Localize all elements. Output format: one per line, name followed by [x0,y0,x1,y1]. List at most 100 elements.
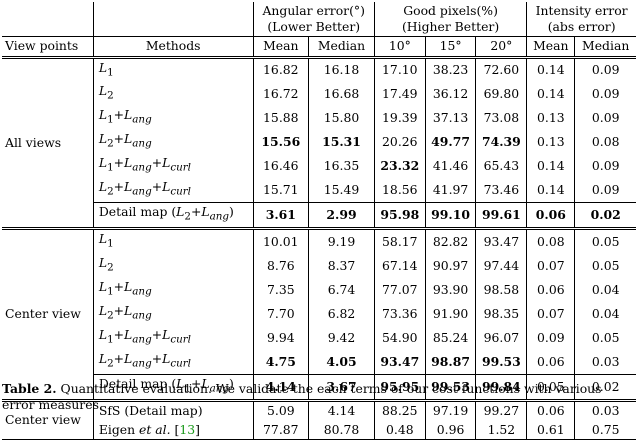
intensity-error-subtitle: (abs error) [547,18,616,34]
value-cell: 4.14 [252,374,309,401]
value-cell: 10.01 [252,227,309,255]
table-row: L1+Lang 7.35 6.74 77.07 93.90 98.58 0.06 0.04 [2,278,636,303]
value-cell: 73.46 [475,178,527,203]
value-cell: 15.88 [252,106,309,131]
value-cell: 17.10 [373,55,426,83]
value-cell: 0.05 [574,227,636,255]
caption-text: Quantitative evaluation. We validate the… [2,381,602,412]
table-row: L2 8.76 8.37 67.14 90.97 97.44 0.07 0.05 [2,254,636,279]
value-cell: 93.47 [373,350,426,375]
table-row: Center view L1 10.01 9.19 58.17 82.82 93.47 0.0… [2,227,636,401]
value-cell: 0.04 [574,278,636,303]
value-cell: 19.39 [373,106,426,131]
value-cell: 9.19 [308,227,375,255]
value-cell: 0.02 [574,202,636,229]
value-cell: 0.09 [574,106,636,131]
value-cell: 99.53 [424,374,476,401]
value-cell: 15.56 [252,130,309,155]
value-cell: 97.44 [475,254,527,279]
value-cell: 0.09 [526,326,575,351]
value-cell: 0.04 [574,302,636,327]
value-cell: 98.87 [424,350,476,375]
value-cell: 98.58 [475,278,527,303]
value-cell: 99.10 [424,202,476,229]
method-cell: Detail map (L1+Lang) [93,374,254,401]
value-cell: 0.07 [526,302,575,327]
value-cell: 20.26 [373,130,426,155]
table-row: Eigen et al. [13] 77.87 80.78 0.48 0.96 1.52 0… [2,420,636,440]
value-cell: 0.96 [424,420,476,440]
value-cell: 5.09 [252,399,309,421]
value-cell: 98.35 [475,302,527,327]
value-cell: 0.07 [526,254,575,279]
value-cell: 16.82 [252,55,309,83]
table-row: L2+Lang 15.56 15.31 20.26 49.77 74.39 0.13 0.08 [2,130,636,155]
value-cell: 54.90 [373,326,426,351]
angular-error-subtitle: (Lower Better) [267,18,361,34]
value-cell: 0.09 [574,82,636,107]
value-cell: 6.82 [308,302,375,327]
value-cell: 95.95 [373,374,426,401]
value-cell: 73.08 [475,106,527,131]
value-cell: 0.05 [526,374,575,401]
table-row: L1+Lang 15.88 15.80 19.39 37.13 73.08 0.13 0.09 [2,106,636,131]
value-cell: 99.27 [475,399,527,421]
value-cell: 69.80 [475,82,527,107]
value-cell: 85.24 [424,326,476,351]
value-cell: 0.06 [526,350,575,375]
intensity-error-title: Intensity error [535,3,628,18]
method-cell: L1+Lang+Lcurl [98,327,191,346]
value-cell: 77.87 [252,420,309,440]
value-cell: 15.80 [308,106,375,131]
method-cell: L1 [93,227,254,255]
value-cell: 0.08 [574,130,636,155]
header-row-2: View points Methods Mean Median 10° 15° … [2,36,636,57]
method-cell: L2+Lang [98,303,152,322]
value-cell: 49.77 [424,130,476,155]
value-cell: 0.06 [526,202,575,229]
value-cell: 4.05 [308,350,375,375]
value-cell: 65.43 [475,154,527,179]
good-pixels-subtitle: (Higher Better) [401,18,500,34]
deg15-header: 15° [424,36,476,57]
value-cell: 99.84 [475,374,527,401]
angular-error-header: Angular error(°) (Lower Better) [252,2,375,37]
method-cell: SfS (Detail map) [93,399,254,421]
header-row-1: Angular error(°) (Lower Better) Good pix… [2,2,636,37]
header-blank [2,2,94,37]
view-point-label: Center view [2,227,94,401]
value-cell: 67.14 [373,254,426,279]
value-cell: 0.08 [526,227,575,255]
method-cell: Eigen et al. [13] [98,421,200,437]
mean-header: Mean [252,36,309,57]
value-cell: 3.67 [308,374,375,401]
mean2-header: Mean [526,36,575,57]
view-points-header: View points [2,36,94,57]
value-cell: 0.05 [574,254,636,279]
table-body: All views L1 16.82 16.18 17.10 38.23 72.60 0.14… [2,55,636,440]
value-cell: 4.14 [308,399,375,421]
value-cell: 41.97 [424,178,476,203]
value-cell: 88.25 [373,399,426,421]
value-cell: 8.76 [252,254,309,279]
value-cell: 0.03 [574,399,636,421]
value-cell: 0.03 [574,350,636,375]
value-cell: 9.94 [252,326,309,351]
method-cell: L2+Lang [98,131,152,150]
value-cell: 91.90 [424,302,476,327]
value-cell: 15.49 [308,178,375,203]
table-row: L2+Lang+Lcurl 15.71 15.49 18.56 41.97 73.46 0.… [2,178,636,203]
value-cell: 1.52 [475,420,527,440]
value-cell: 58.17 [373,227,426,255]
value-cell: 0.14 [526,154,575,179]
table-caption: Table 2. Quantitative evaluation. We val… [2,381,634,412]
value-cell: 2.99 [308,202,375,229]
value-cell: 0.05 [574,326,636,351]
value-cell: 0.13 [526,130,575,155]
table-row: L2+Lang 7.70 6.82 73.36 91.90 98.35 0.07 0.04 [2,302,636,327]
value-cell: 97.19 [424,399,476,421]
value-cell: 93.90 [424,278,476,303]
value-cell: 0.13 [526,106,575,131]
value-cell: 36.12 [424,82,476,107]
value-cell: 7.70 [252,302,309,327]
